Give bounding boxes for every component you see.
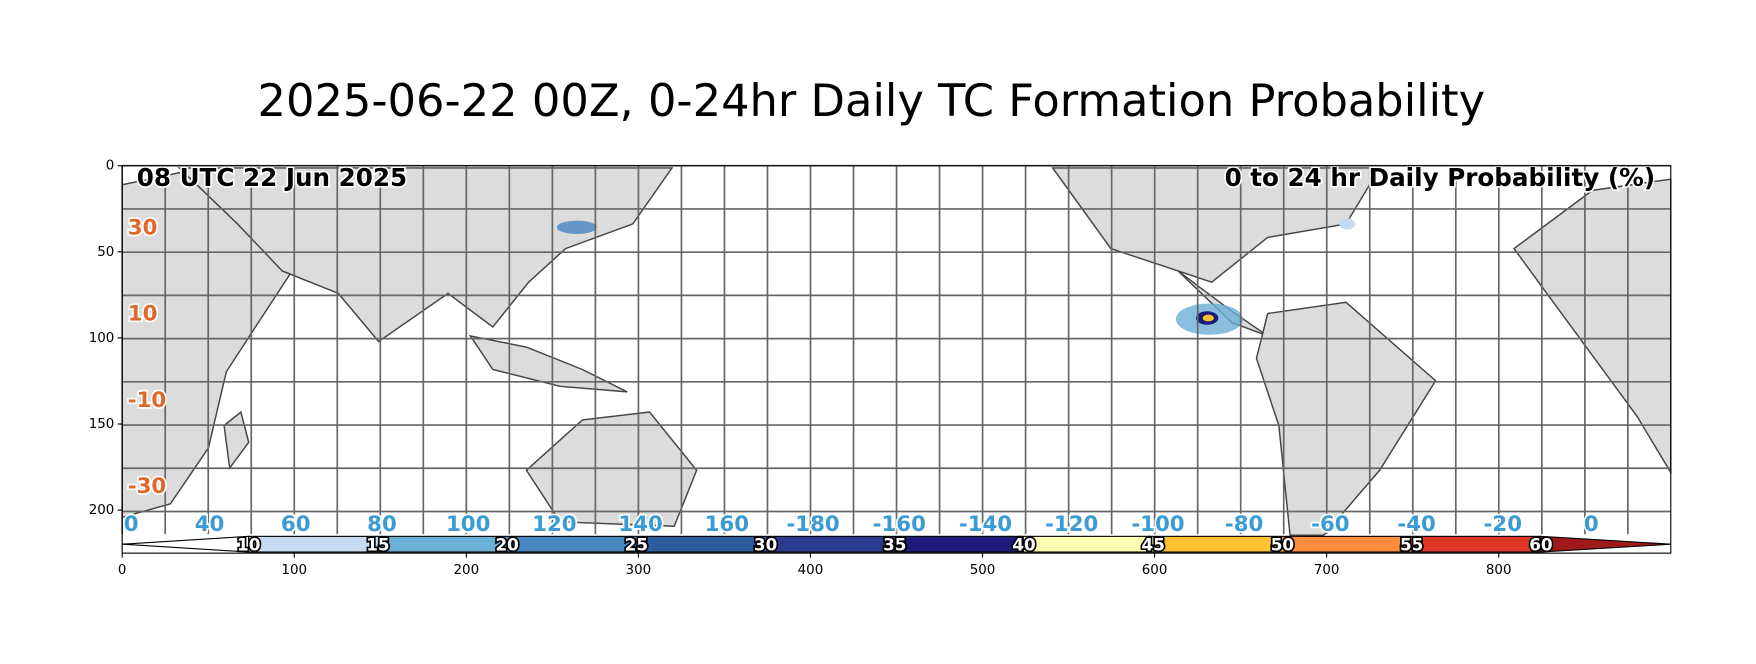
- colorbar-segment: [1282, 536, 1412, 553]
- colorbar-label: 35: [883, 534, 906, 554]
- x-tick-label: 700: [1314, 563, 1340, 578]
- colorbar-segment: [1411, 536, 1541, 553]
- lat-label: -10: [128, 388, 166, 413]
- map: [121, 164, 1672, 536]
- lon-label: -180: [786, 512, 839, 537]
- colorbar-label: 45: [1142, 534, 1165, 554]
- lon-label: 80: [367, 512, 397, 537]
- x-tick-label: 400: [798, 563, 824, 578]
- probability-area: [1202, 314, 1214, 322]
- axes-frame: [121, 165, 1672, 554]
- x-tick-label: 800: [1486, 563, 1512, 578]
- lon-label: 40: [195, 512, 225, 537]
- x-tick-label: 200: [454, 563, 480, 578]
- y-tick-label: 150: [89, 417, 115, 432]
- x-tick-label: 600: [1142, 563, 1168, 578]
- x-tick-label: 300: [626, 563, 652, 578]
- colorbar-label: 50: [1271, 534, 1294, 554]
- lon-label: 100: [446, 512, 490, 537]
- probability-area: [556, 220, 597, 235]
- land: [177, 167, 674, 343]
- colorbar-segment: [636, 536, 766, 553]
- colorbar-label: 60: [1529, 534, 1552, 554]
- colorbar-label: 30: [754, 534, 777, 554]
- lon-label: 0: [1584, 512, 1599, 537]
- lon-label: 0: [124, 512, 139, 537]
- colorbar-extend: [1540, 535, 1671, 553]
- x-tick-label: 500: [970, 563, 996, 578]
- colorbar-segment: [765, 536, 895, 553]
- colorbar-label: 20: [495, 534, 518, 554]
- chart-title: 2025-06-22 00Z, 0-24hr Daily TC Formatio…: [257, 74, 1485, 127]
- colorbar-segment: [248, 536, 378, 553]
- time-label: 08 UTC 22 Jun 2025: [137, 163, 407, 192]
- product-label: 0 to 24 hr Daily Probability (%): [1225, 163, 1656, 192]
- colorbar-segment: [894, 536, 1025, 553]
- lon-label: -100: [1131, 512, 1184, 537]
- x-tick-label: 100: [281, 563, 307, 578]
- colorbar-label: 55: [1400, 534, 1423, 554]
- colorbar-frame: [248, 535, 1542, 553]
- lon-label: 160: [705, 512, 749, 537]
- y-tick-label: 200: [89, 503, 115, 518]
- lat-label: -30: [128, 474, 166, 499]
- land: [525, 411, 698, 528]
- lon-label: -140: [959, 512, 1012, 537]
- colorbar-label: 25: [625, 534, 648, 554]
- y-tick-label: 100: [89, 331, 115, 346]
- lon-label: -20: [1484, 512, 1522, 537]
- lon-label: -160: [873, 512, 926, 537]
- y-tick-label: 0: [106, 159, 115, 174]
- colorbar-segment: [1024, 536, 1154, 553]
- lon-label: -120: [1045, 512, 1098, 537]
- probability-area: [1339, 218, 1356, 230]
- colorbar-label: 10: [237, 534, 260, 554]
- lon-label: -60: [1311, 512, 1349, 537]
- y-tick-label: 50: [97, 245, 114, 260]
- lon-label: -80: [1225, 512, 1263, 537]
- colorbar-label: 15: [366, 534, 389, 554]
- land: [223, 410, 250, 470]
- land: [1255, 301, 1437, 536]
- lon-label: 140: [618, 512, 662, 537]
- lon-label: -40: [1397, 512, 1435, 537]
- x-tick-label: 0: [118, 563, 127, 578]
- lat-label: 30: [128, 215, 158, 240]
- lat-label: 10: [128, 302, 158, 327]
- lon-label: 60: [281, 512, 311, 537]
- colorbar-label: 40: [1012, 534, 1035, 554]
- colorbar-segment: [377, 536, 508, 553]
- colorbar-segment: [507, 536, 637, 553]
- lon-label: 120: [532, 512, 576, 537]
- colorbar-extend: [122, 535, 250, 553]
- colorbar-segment: [1153, 536, 1283, 553]
